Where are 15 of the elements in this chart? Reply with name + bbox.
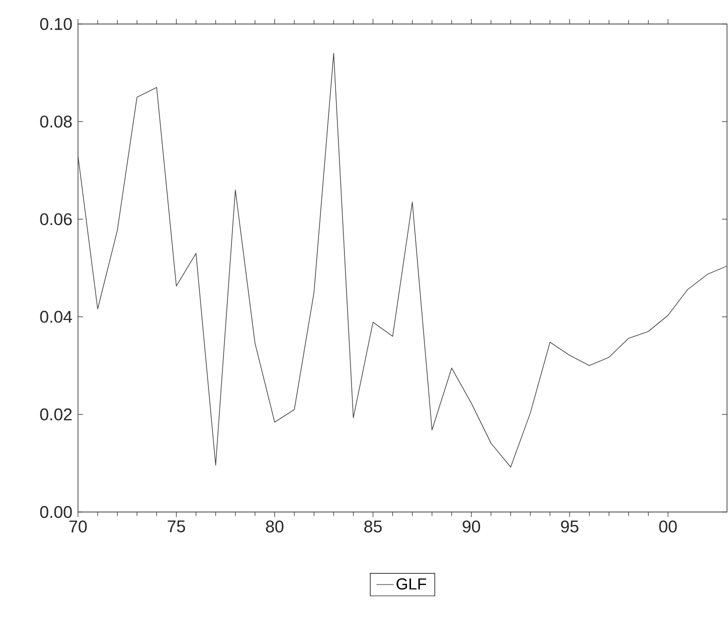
x-tick-label: 70 — [69, 520, 87, 532]
y-tick-label: 0.08 — [40, 116, 72, 128]
y-tick-label: 0.06 — [40, 213, 72, 226]
x-tick-label: 75 — [168, 520, 186, 532]
x-tick-label: 00 — [659, 520, 677, 532]
x-tick-label: 80 — [266, 520, 284, 532]
x-tick-label: 95 — [561, 520, 578, 532]
y-tick-label: 0.10 — [40, 18, 72, 30]
line-series — [78, 52, 728, 468]
x-tick-label: 85 — [364, 520, 382, 532]
y-tick-label: 0.00 — [40, 506, 72, 518]
x-tick-label: 90 — [462, 520, 480, 532]
y-tick-label: 0.02 — [40, 408, 72, 420]
legend-label: GLF — [396, 578, 426, 590]
y-tick-label: 0.04 — [40, 310, 72, 323]
